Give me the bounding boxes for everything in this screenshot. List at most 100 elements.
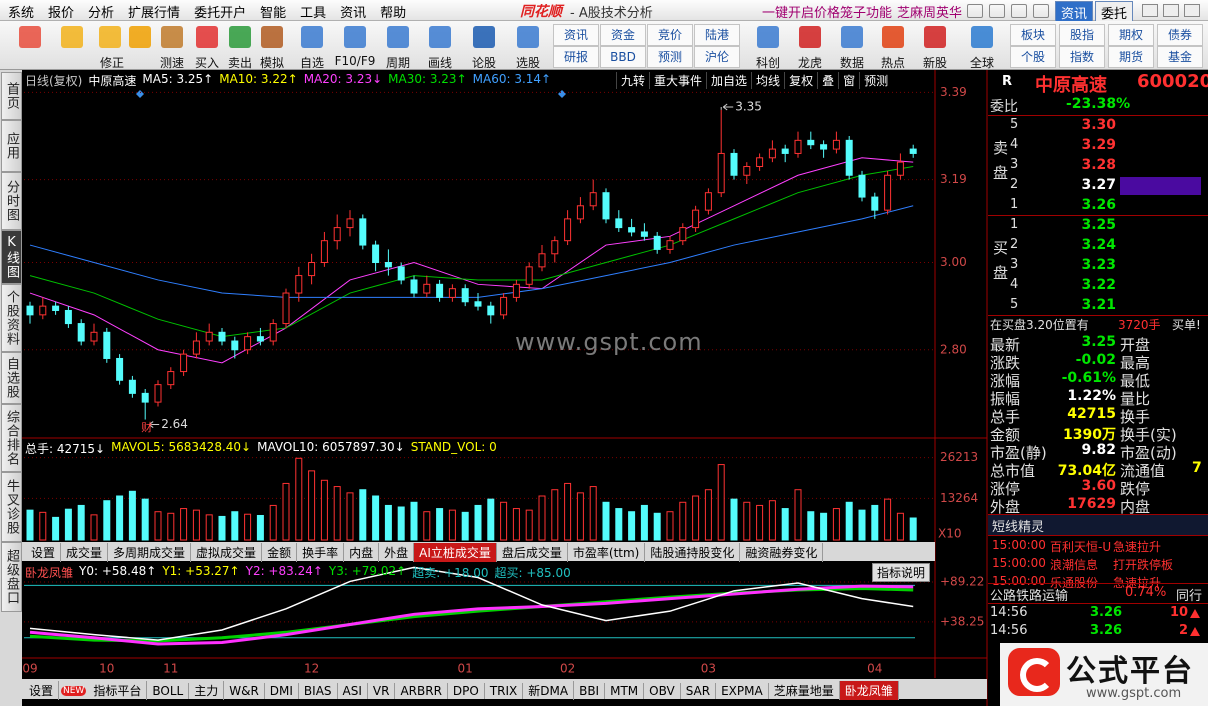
tool-icon[interactable] — [971, 26, 993, 48]
tool-label[interactable]: 周期 — [385, 56, 411, 70]
tool-icon[interactable] — [387, 26, 409, 48]
tool-label[interactable]: 卖出 — [227, 56, 253, 70]
toolbar-icon[interactable] — [967, 4, 983, 18]
bottom-tab[interactable]: BIAS — [299, 682, 338, 699]
tool-icon[interactable] — [473, 26, 495, 48]
tool-label[interactable]: 论股 — [471, 56, 497, 70]
grid-button[interactable]: BBD — [600, 46, 646, 68]
header-button[interactable]: 加自选 — [706, 72, 751, 89]
bottom-tab[interactable]: MTM — [605, 682, 645, 699]
spirit-stock[interactable]: 百利天恒-U — [1050, 540, 1112, 554]
grid-button[interactable]: 板块 — [1010, 24, 1056, 46]
tool-icon[interactable] — [301, 26, 323, 48]
side-tab[interactable]: 综合排名 — [1, 404, 22, 472]
tool-icon[interactable] — [161, 26, 183, 48]
stock-name[interactable]: 中原高速 — [1035, 75, 1107, 96]
bottom-tab[interactable]: 主力 — [189, 681, 225, 700]
menu-item[interactable]: 报价 — [48, 6, 75, 21]
tool-label[interactable]: F10/F9 — [334, 54, 376, 68]
header-button[interactable]: 预测 — [859, 72, 892, 89]
side-tab[interactable]: 自选股 — [1, 352, 22, 404]
grid-button[interactable]: 陆港 — [694, 24, 740, 46]
grid-button[interactable]: 股指 — [1059, 24, 1105, 46]
tool-label[interactable]: 科创 — [755, 56, 781, 70]
bottom-tab[interactable]: VR — [368, 682, 396, 699]
spirit-stock[interactable]: 浪潮信息 — [1050, 558, 1099, 572]
bottom-tab[interactable]: 指标平台 — [88, 681, 148, 700]
tool-label[interactable]: 修正 — [99, 56, 125, 70]
menu-item[interactable]: 资讯 — [340, 6, 367, 21]
side-tab[interactable]: 应用 — [1, 120, 22, 172]
volume-tab[interactable]: 外盘 — [379, 543, 415, 562]
tool-icon[interactable] — [19, 26, 41, 48]
side-tab[interactable]: 首页 — [1, 72, 22, 120]
tool-label[interactable]: 画线 — [427, 56, 453, 70]
window-control[interactable] — [1184, 4, 1200, 17]
bottom-tab[interactable]: DMI — [265, 682, 299, 699]
tool-icon[interactable] — [757, 26, 779, 48]
tool-icon[interactable] — [344, 26, 366, 48]
volume-tab[interactable]: 成交量 — [61, 543, 109, 562]
tool-label[interactable]: 测速 — [159, 56, 185, 70]
volume-tab[interactable]: 金额 — [262, 543, 298, 562]
volume-tab[interactable]: 市盈率(ttm) — [568, 543, 646, 562]
spirit-title[interactable]: 短线精灵 — [992, 520, 1045, 535]
tool-label[interactable]: 龙虎 — [797, 56, 823, 70]
volume-tab[interactable]: 多周期成交量 — [108, 543, 192, 562]
tool-label[interactable]: 模拟 — [259, 56, 285, 70]
header-button[interactable]: 复权 — [784, 72, 817, 89]
menu-item[interactable]: 智能 — [260, 6, 287, 21]
tool-icon[interactable] — [882, 26, 904, 48]
window-control[interactable] — [1163, 4, 1179, 17]
menu-item[interactable]: 扩展行情 — [128, 6, 181, 21]
grid-button[interactable]: 个股 — [1010, 46, 1056, 68]
bottom-tab[interactable]: ARBRR — [395, 682, 448, 699]
grid-button[interactable]: 基金 — [1157, 46, 1203, 68]
bottom-tab[interactable]: OBV — [644, 682, 681, 699]
header-button[interactable]: 叠 — [817, 72, 838, 89]
tool-icon[interactable] — [229, 26, 251, 48]
tool-label[interactable]: 热点 — [880, 56, 906, 70]
bottom-tab[interactable]: W&R — [224, 682, 265, 699]
grid-button[interactable]: 资金 — [600, 24, 646, 46]
tool-label[interactable]: 数据 — [839, 56, 865, 70]
toolbar-icon[interactable] — [1011, 4, 1027, 18]
side-tab[interactable]: K线图 — [1, 230, 22, 284]
menu-item[interactable]: 系统 — [8, 6, 35, 21]
bottom-tab[interactable]: 芝麻量地量 — [769, 681, 840, 700]
bottom-tab[interactable]: DPO — [448, 682, 485, 699]
volume-tab[interactable]: AI立桩成交量 — [414, 543, 497, 562]
volume-tab[interactable]: 盘后成交量 — [497, 543, 568, 562]
indicator-help[interactable]: 指标说明 — [872, 563, 931, 582]
side-tab[interactable]: 牛叉诊股 — [1, 472, 22, 542]
promo-link[interactable]: 一键开启价格笼子功能 — [762, 6, 893, 21]
menu-item[interactable]: 工具 — [300, 6, 327, 21]
tool-label[interactable]: 新股 — [922, 56, 948, 70]
grid-button[interactable]: 期货 — [1108, 46, 1154, 68]
grid-button[interactable]: 指数 — [1059, 46, 1105, 68]
toolbar-icon[interactable] — [1033, 4, 1049, 18]
bottom-tab[interactable]: BOLL — [147, 682, 190, 699]
bottom-tab[interactable]: ASI — [338, 682, 368, 699]
tool-icon[interactable] — [99, 26, 121, 48]
header-button[interactable]: 九转 — [616, 72, 649, 89]
bottom-tab[interactable]: 卧龙凤雏 — [839, 681, 899, 700]
header-button[interactable]: 重大事件 — [649, 72, 706, 89]
sector-name[interactable]: 公路铁路运输 — [990, 589, 1069, 604]
side-tab[interactable]: 超级盘口 — [1, 542, 22, 612]
tool-icon[interactable] — [429, 26, 451, 48]
volume-tab[interactable]: 设置 — [26, 543, 62, 562]
tool-icon[interactable] — [129, 26, 151, 48]
side-tab[interactable]: 个股资料 — [1, 284, 22, 352]
top-button[interactable]: 委托 — [1095, 1, 1134, 24]
tool-icon[interactable] — [196, 26, 218, 48]
header-button[interactable]: 均线 — [751, 72, 784, 89]
window-control[interactable] — [1142, 4, 1158, 17]
bottom-tab[interactable]: TRIX — [485, 682, 524, 699]
tool-label[interactable]: 买入 — [194, 56, 220, 70]
grid-button[interactable]: 研报 — [553, 46, 599, 68]
grid-button[interactable]: 债券 — [1157, 24, 1203, 46]
bottom-tab[interactable]: BBI — [574, 682, 606, 699]
grid-button[interactable]: 竞价 — [647, 24, 693, 46]
grid-button[interactable]: 沪伦 — [694, 46, 740, 68]
